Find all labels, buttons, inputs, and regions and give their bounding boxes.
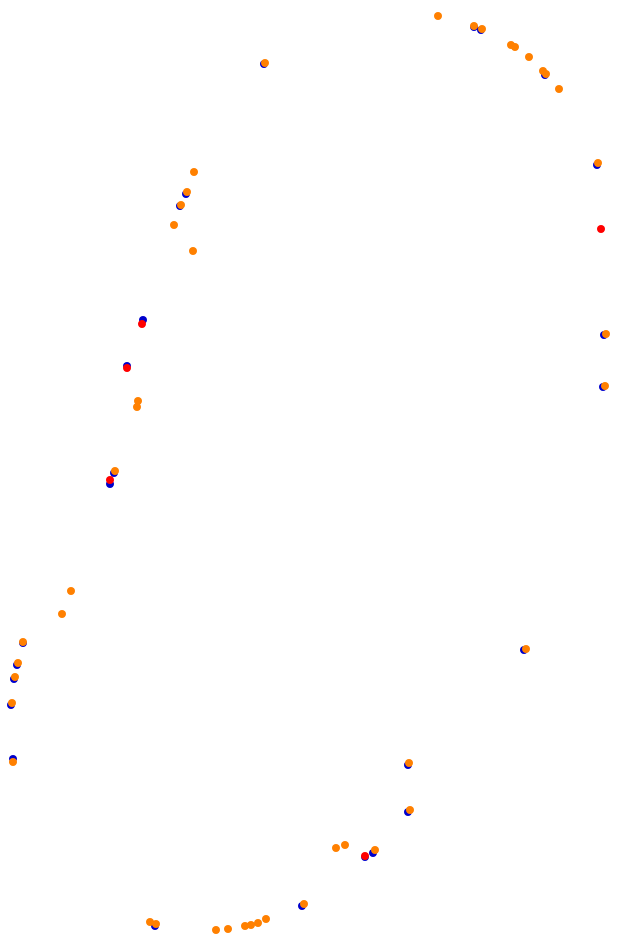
point — [434, 12, 442, 20]
point — [300, 900, 308, 908]
point — [405, 759, 413, 767]
point — [138, 320, 146, 328]
point — [14, 659, 22, 667]
point — [511, 43, 519, 51]
point — [177, 201, 185, 209]
point — [361, 852, 369, 860]
point — [341, 841, 349, 849]
point — [261, 59, 269, 67]
point — [594, 159, 602, 167]
point — [555, 85, 563, 93]
point — [19, 638, 27, 646]
point — [241, 922, 249, 930]
point — [106, 476, 114, 484]
point — [542, 70, 550, 78]
point — [189, 247, 197, 255]
point — [9, 758, 17, 766]
point — [8, 699, 16, 707]
point — [111, 467, 119, 475]
point — [262, 915, 270, 923]
point — [597, 225, 605, 233]
point — [11, 673, 19, 681]
point — [602, 330, 610, 338]
point — [332, 844, 340, 852]
point — [525, 53, 533, 61]
point — [371, 846, 379, 854]
point — [470, 22, 478, 30]
point — [190, 168, 198, 176]
point — [478, 25, 486, 33]
point — [254, 919, 262, 927]
point — [406, 806, 414, 814]
point — [212, 926, 220, 934]
point — [224, 925, 232, 933]
point — [58, 610, 66, 618]
point — [183, 188, 191, 196]
point — [123, 364, 131, 372]
point — [152, 920, 160, 928]
point — [170, 221, 178, 229]
point — [522, 645, 530, 653]
point — [247, 921, 255, 929]
point — [134, 397, 142, 405]
point — [67, 587, 75, 595]
point — [601, 382, 609, 390]
point — [133, 403, 141, 411]
